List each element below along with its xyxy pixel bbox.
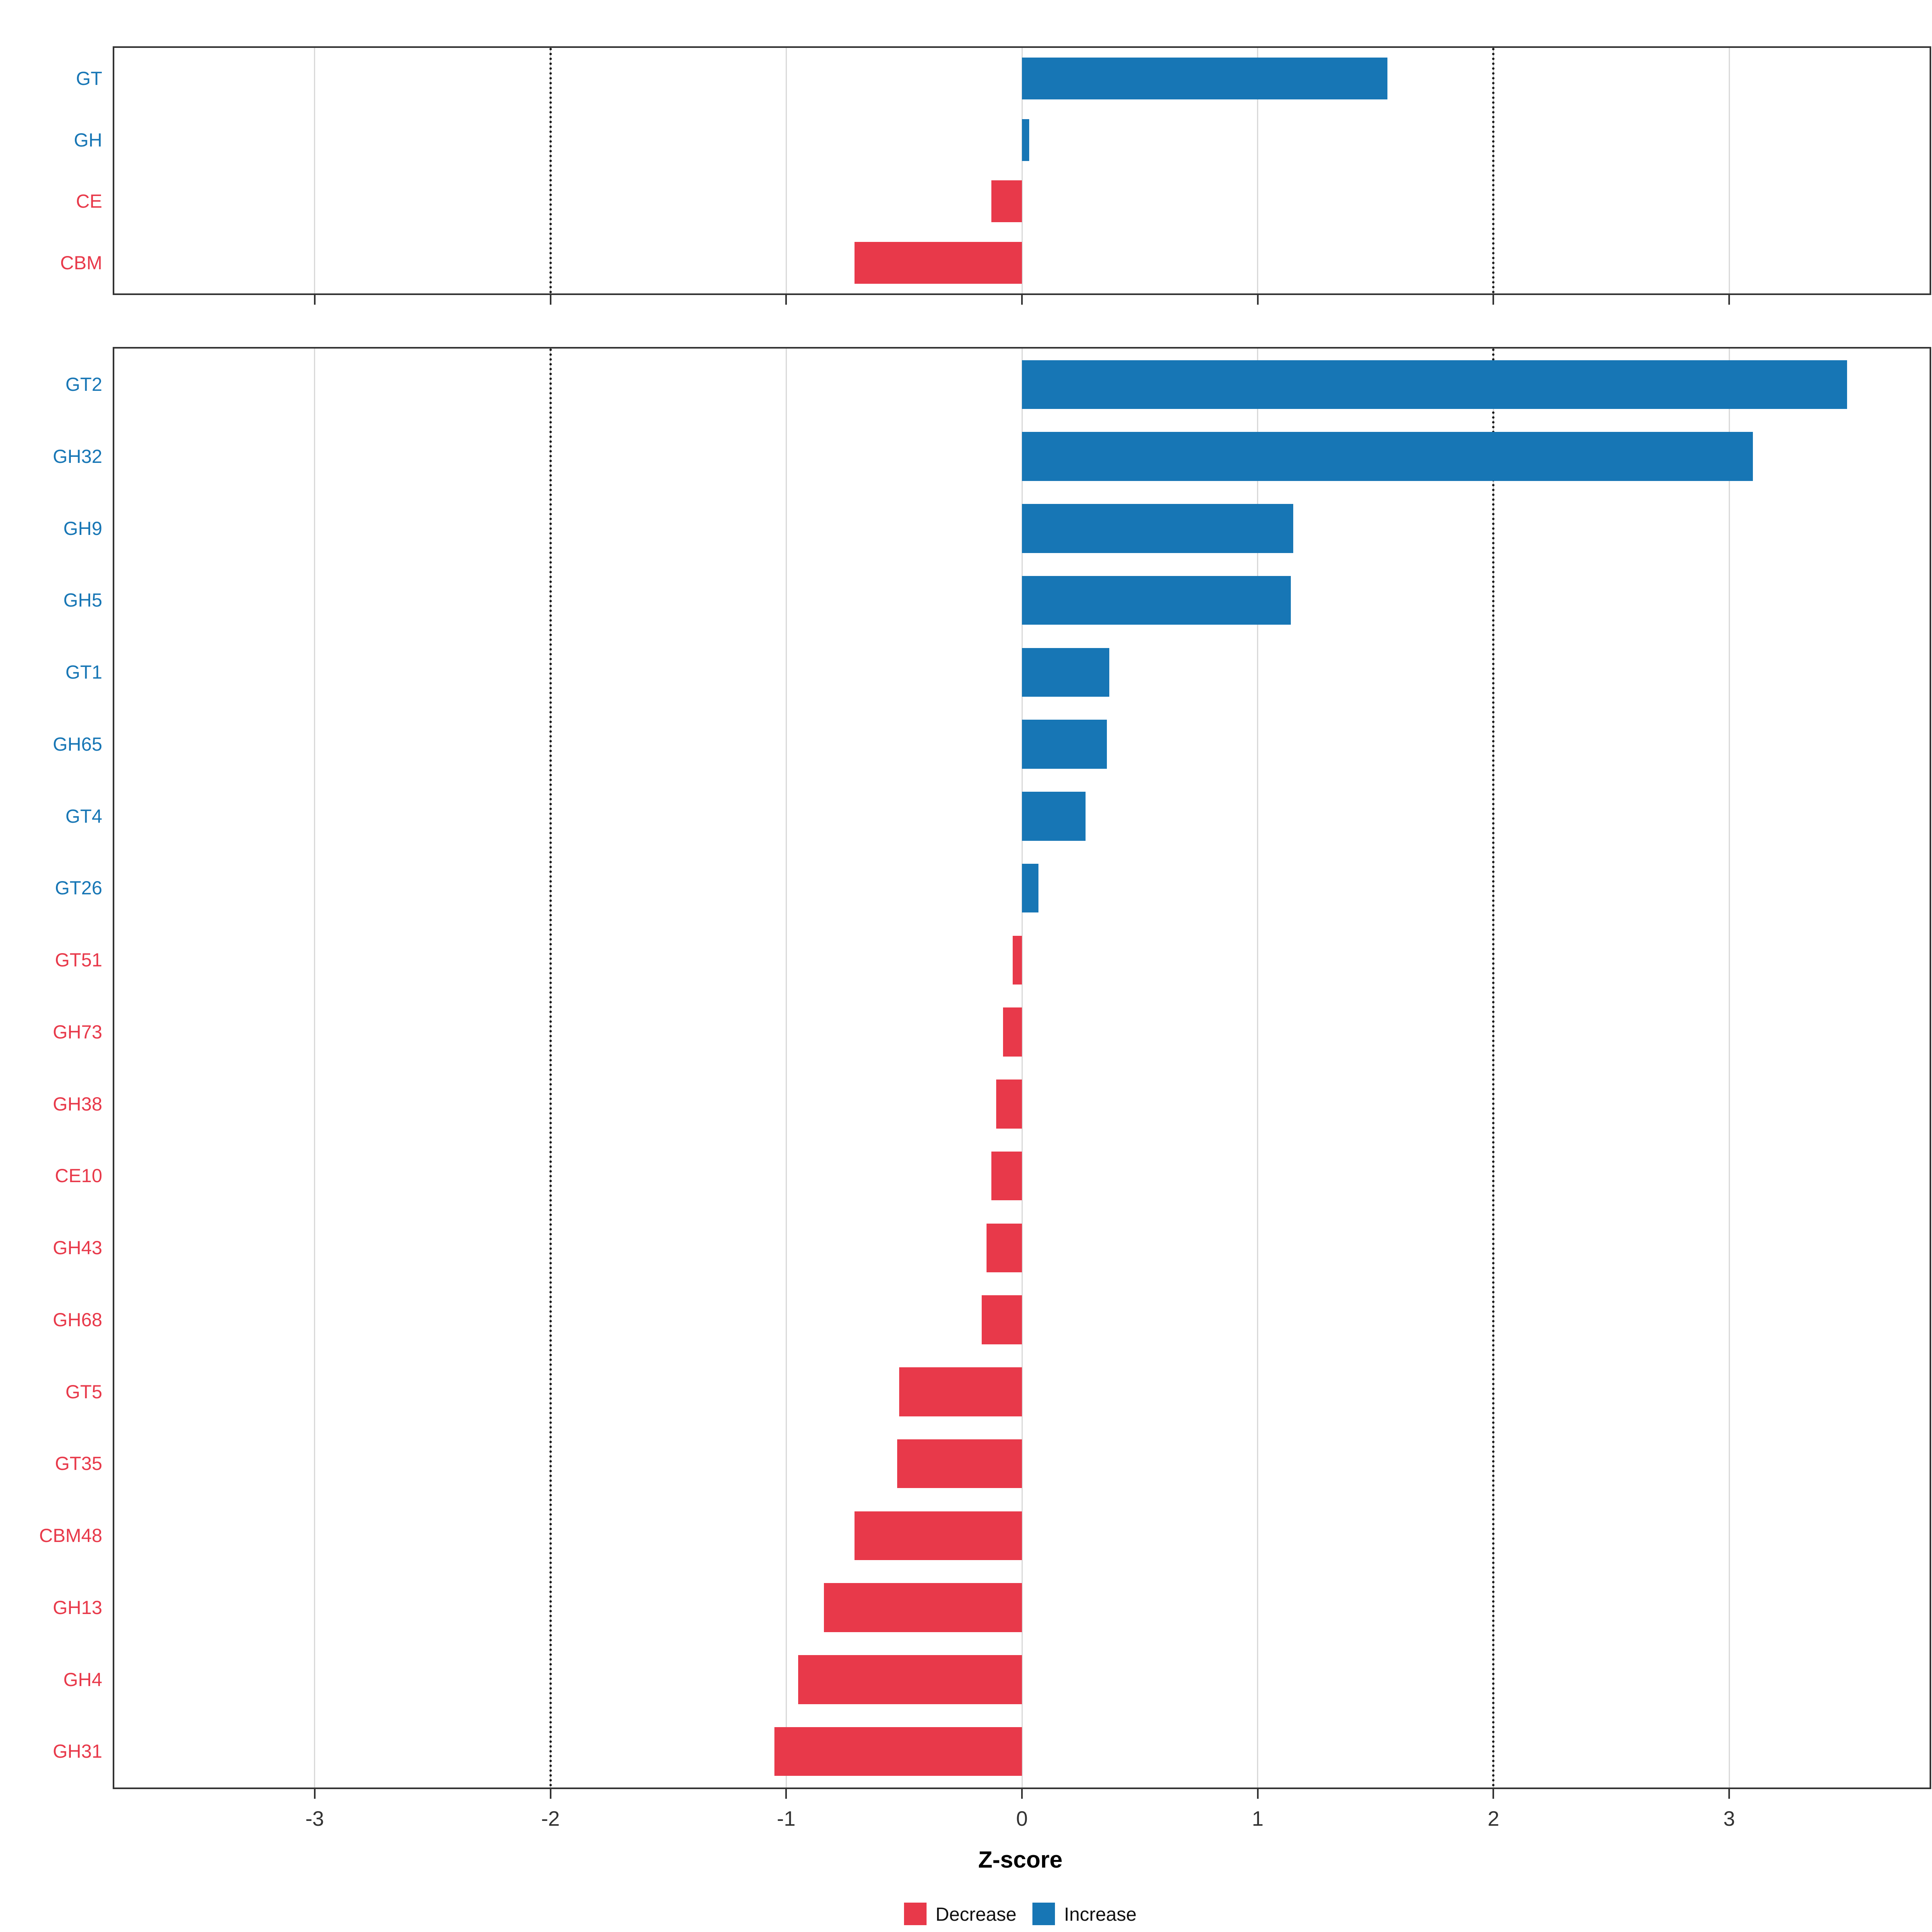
bar-GH31 [774,1727,1022,1776]
y-axis-label-GH73: GH73 [53,1021,102,1042]
y-axis-label-GH65: GH65 [53,733,102,755]
y-axis-label-GT4: GT4 [65,805,102,827]
bar-GH65 [1022,720,1107,769]
x-axis-tick-label--1: -1 [777,1807,796,1831]
bar-GH73 [1003,1007,1022,1057]
gridline-x--1 [785,349,787,1788]
legend: Decrease Increase [113,1903,1928,1925]
bar-GT2 [1022,360,1847,409]
bar-CBM48 [855,1511,1022,1560]
bar-GT1 [1022,648,1109,697]
bar-GH [1022,119,1029,161]
bar-GT5 [899,1367,1022,1416]
y-axis-label-GH4: GH4 [63,1668,102,1690]
y-axis-label-GT: GT [76,68,102,89]
gridline-x-1 [1257,48,1259,293]
x-axis-tick--1 [785,293,787,305]
y-axis-label-GT26: GT26 [55,877,102,899]
y-axis-label-GT5: GT5 [65,1381,102,1402]
y-axis-label-GH38: GH38 [53,1093,102,1115]
bar-GH4 [798,1655,1022,1704]
y-axis-label-GH31: GH31 [53,1740,102,1762]
x-axis-tick-0 [1021,1788,1023,1799]
y-axis-label-GT35: GT35 [55,1453,102,1474]
bar-GH32 [1022,432,1753,481]
y-axis-label-GH68: GH68 [53,1309,102,1330]
y-axis-label-GT51: GT51 [55,949,102,970]
x-axis-tick-1 [1257,293,1259,305]
legend-swatch-increase [1032,1903,1055,1925]
x-axis-tick-3 [1728,1788,1730,1799]
bar-GT [1022,58,1387,100]
gridline-x-0 [1021,48,1023,293]
x-axis-title: Z-score [978,1847,1063,1873]
y-axis-label-GH: GH [74,129,103,151]
gridline-x-3 [1728,48,1730,293]
y-axis-label-GH13: GH13 [53,1596,102,1618]
reference-line-x-2 [1492,349,1495,1788]
gridline-x--3 [314,48,316,293]
gridline-x-0 [1021,349,1023,1788]
legend-label-increase: Increase [1064,1903,1137,1925]
x-axis-tick--2 [549,293,551,305]
x-axis-tick-label-1: 1 [1252,1807,1264,1831]
x-axis-tick-label--2: -2 [541,1807,560,1831]
y-axis-label-CE10: CE10 [55,1165,102,1187]
panel-bottom-families: GT2 GH32 GH9 GH5 GT1 GH65 GT4 GT26 GT51 GH73 GH38 C… [39,347,1931,1831]
y-axis-label-GH32: GH32 [53,445,102,467]
gridline-x-1 [1257,349,1259,1788]
x-axis-tick-label-2: 2 [1487,1807,1499,1831]
x-axis-tick--3 [314,1788,316,1799]
x-axis-tick-label-0: 0 [1016,1807,1028,1831]
y-axis-label-GT1: GT1 [65,661,102,683]
x-axis-tick--2 [549,1788,551,1799]
x-axis-tick-0 [1021,293,1023,305]
x-axis-tick-label-3: 3 [1723,1807,1735,1831]
legend-swatch-decrease [904,1903,927,1925]
x-axis-tick-2 [1492,1788,1494,1799]
y-axis-label-CBM48: CBM48 [39,1525,102,1546]
y-axis-label-GT2: GT2 [65,374,102,395]
y-axis-label-GH43: GH43 [53,1237,102,1258]
gridline-x--3 [314,349,316,1788]
bar-CE [991,180,1022,223]
bar-CBM [855,242,1022,284]
y-axis-label-GH5: GH5 [63,589,102,611]
reference-line-x--2 [549,48,552,293]
x-axis-tick-2 [1492,293,1494,305]
bar-GT51 [1012,935,1022,985]
bar-GT26 [1022,863,1038,913]
legend-entry-increase: Increase [1032,1903,1137,1925]
panel-top-categories: GT GH CE CBM [60,46,1931,305]
y-axis-label-CE: CE [76,190,102,212]
bar-GH9 [1022,504,1293,553]
x-axis-tick-1 [1257,1788,1259,1799]
bar-GT4 [1022,792,1086,841]
reference-line-x--2 [549,349,552,1788]
gridline-x--1 [785,48,787,293]
legend-label-decrease: Decrease [935,1903,1017,1925]
bar-GH68 [982,1295,1022,1344]
bar-CE10 [991,1151,1022,1201]
bar-GH43 [987,1223,1022,1273]
y-axis-label-GH9: GH9 [63,517,102,539]
y-axis-label-CBM: CBM [60,252,102,273]
reference-line-x-2 [1492,48,1495,293]
x-axis-tick-3 [1728,293,1730,305]
legend-entry-decrease: Decrease [904,1903,1016,1925]
x-axis-tick-label--3: -3 [305,1807,324,1831]
bar-GH38 [996,1080,1022,1129]
gridline-x-3 [1728,349,1730,1788]
x-axis-tick--1 [785,1788,787,1799]
bar-GH5 [1022,576,1291,625]
x-axis-tick--3 [314,293,316,305]
bar-GH13 [824,1583,1022,1632]
bar-GT35 [897,1439,1022,1488]
